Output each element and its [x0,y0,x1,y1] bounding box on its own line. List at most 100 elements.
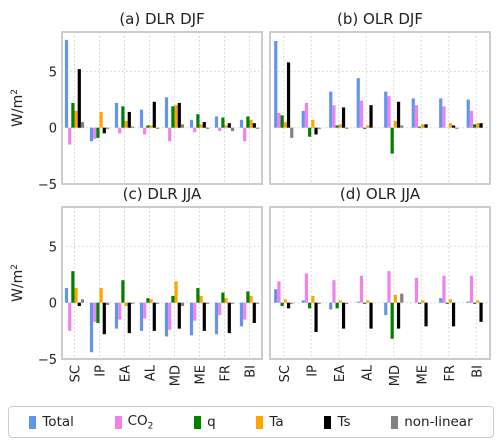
bar-ta-fr [448,299,452,303]
bar-total-ip [301,110,305,128]
bar-q-md [390,302,394,339]
bar-co2-al [359,275,364,303]
bar-ta-md [174,105,178,128]
bar-ta-me [421,300,425,303]
legend-label: Total [42,414,74,430]
bar-q-bi [246,291,250,303]
bar-non-linear-md [400,293,404,303]
bar-ts-bi [479,123,483,128]
bar-non-linear-al [155,302,160,304]
bar-total-bi [466,301,470,303]
panel-3: (c) DLR JJA −5 0 5 W/m2 SC IP EA AL MD ME FR BI [10,185,263,386]
bar-non-linear-me [205,127,210,129]
bar-non-linear-fr [455,127,459,129]
bar-ta-md [393,120,397,128]
bar-ts-ip [102,127,106,134]
legend-swatch [29,415,37,429]
bar-ts-bi [252,302,256,323]
x-tick-label-bi: BI [470,365,485,378]
bar-co2-me [193,127,197,133]
legend-swatch [114,415,122,429]
legend-label: CO2 [127,412,154,432]
bar-q-ea [335,125,339,128]
bar-q-ea [335,302,339,309]
panel-frame [269,31,491,185]
x-tick-label-me: ME [194,365,209,384]
x-tick-label-ip: IP [94,365,109,377]
bar-co2-me [193,302,197,321]
bar-co2-sc [277,113,281,128]
legend-swatch [391,415,399,429]
bar-total-ea [329,91,333,128]
bar-q-fr [445,302,449,304]
legend-swatch [324,415,332,429]
bar-non-linear-md [400,125,404,128]
bar-ts-bi [479,302,483,322]
bar-ta-ip [311,119,315,128]
bar-co2-me [414,105,419,128]
bar-total-bi [466,99,470,128]
bar-q-me [418,302,422,304]
panel-title: (b) OLR DJF [337,10,423,28]
bar-co2-ip [93,127,97,139]
x-tick-label-ip: IP [305,365,320,377]
x-tick-label-al: AL [360,364,375,381]
bar-q-al [363,127,367,129]
x-tick-label-fr: FR [443,365,458,382]
bar-ta-al [366,300,370,303]
bar-q-sc [280,302,284,307]
bar-non-linear-sc [290,302,294,304]
bar-ta-fr [224,298,228,303]
bar-non-linear-fr [230,127,235,132]
bar-co2-md [387,96,391,128]
panel-4: (d) OLR JJA SC IP EA AL MD ME FR BI [269,185,491,386]
bar-ts-md [396,101,401,128]
y-tick-label: −5 [38,353,57,368]
bar-total-fr [439,298,443,303]
y-axis-label: W/m2 [10,264,26,302]
bar-ts-me [424,124,428,128]
bar-non-linear-sc [80,299,85,303]
bar-ts-ip [314,127,318,135]
bar-total-sc [274,289,278,303]
bar-ts-ip [102,302,106,335]
bar-total-ea [114,302,119,329]
bar-ta-ip [99,111,103,128]
y-tick-label: 0 [49,122,57,137]
bar-ts-sc [77,69,81,128]
bar-total-sc [64,288,69,303]
bar-ta-bi [476,300,480,303]
bar-co2-me [414,277,419,303]
legend-swatch [256,415,264,429]
bar-ts-me [202,302,206,331]
legend-label: non-linear [404,414,473,430]
bar-total-fr [439,98,443,128]
bar-q-ip [308,302,312,309]
bar-co2-fr [442,275,446,303]
bar-non-linear-sc [80,122,85,128]
bar-q-al [146,298,150,303]
bar-q-fr [221,117,225,128]
bar-ta-ea [124,302,128,307]
bar-ta-me [199,124,203,128]
legend-item-q: q [194,414,216,430]
x-tick-label-ea: EA [333,365,348,382]
bar-q-sc [280,115,284,128]
bar-co2-fr [218,127,222,132]
bar-co2-ea [118,127,122,134]
bar-ts-fr [227,123,231,128]
panel-frame [61,31,263,185]
bar-ta-md [174,281,178,303]
bar-ta-sc [283,122,287,128]
bar-co2-ea [332,280,336,303]
bar-total-me [189,119,194,128]
y-tick-label: −5 [38,178,57,193]
bar-ts-fr [227,302,231,334]
bar-ts-ea [341,302,346,329]
bar-q-ip [96,127,100,138]
bar-ts-fr [451,302,456,327]
bar-ts-bi [252,123,256,128]
bar-ts-sc [286,302,291,309]
bar-ta-me [199,295,203,303]
bar-non-linear-bi [255,127,260,129]
